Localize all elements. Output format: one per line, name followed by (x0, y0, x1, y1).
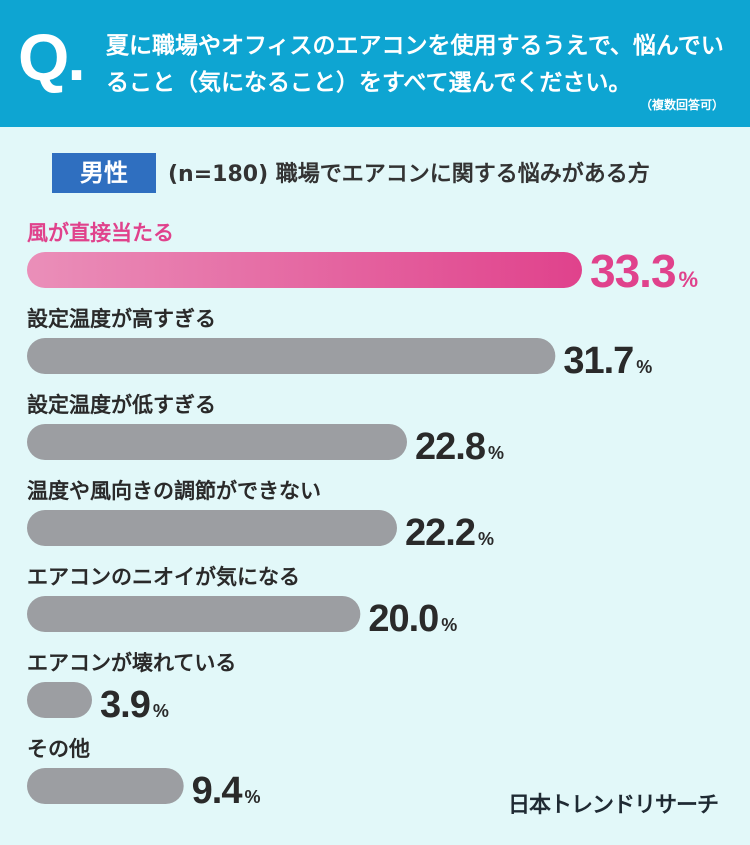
category-label: 風が直接当たる (27, 221, 174, 245)
value-label: 33.3% (590, 245, 698, 297)
segment-subtitle: (n=180) 職場でエアコンに関する悩みがある方 (168, 162, 650, 187)
question-mark: Q. (18, 20, 86, 94)
category-label: その他 (27, 737, 90, 761)
brand-logo: 日本トレンドリサーチ (508, 793, 719, 818)
question-header: Q. 夏に職場やオフィスのエアコンを使用するうえで、悩んでいること（気になること… (0, 0, 750, 127)
value-label: 31.7% (563, 340, 652, 382)
question-text: 夏に職場やオフィスのエアコンを使用するうえで、悩んでいること（気になること）をす… (106, 33, 724, 96)
value-label: 22.2% (405, 512, 494, 554)
segment-badge: 男性 (52, 153, 156, 193)
bar (27, 510, 397, 546)
category-label: エアコンが壊れている (27, 651, 236, 675)
bar (27, 682, 92, 718)
value-label: 9.4% (192, 770, 261, 812)
bar (27, 252, 582, 288)
bar (27, 338, 556, 374)
category-label: 温度や風向きの調節ができない (27, 479, 321, 503)
bar (27, 596, 361, 632)
value-label: 22.8% (415, 426, 504, 468)
category-label: 設定温度が高すぎる (27, 307, 216, 331)
question-note: （複数回答可） (639, 98, 724, 112)
value-label: 3.9% (100, 684, 169, 726)
bar (27, 424, 407, 460)
value-label: 20.0% (368, 598, 457, 640)
category-label: エアコンのニオイが気になる (27, 565, 300, 589)
category-label: 設定温度が低すぎる (27, 393, 216, 417)
bar (27, 768, 184, 804)
